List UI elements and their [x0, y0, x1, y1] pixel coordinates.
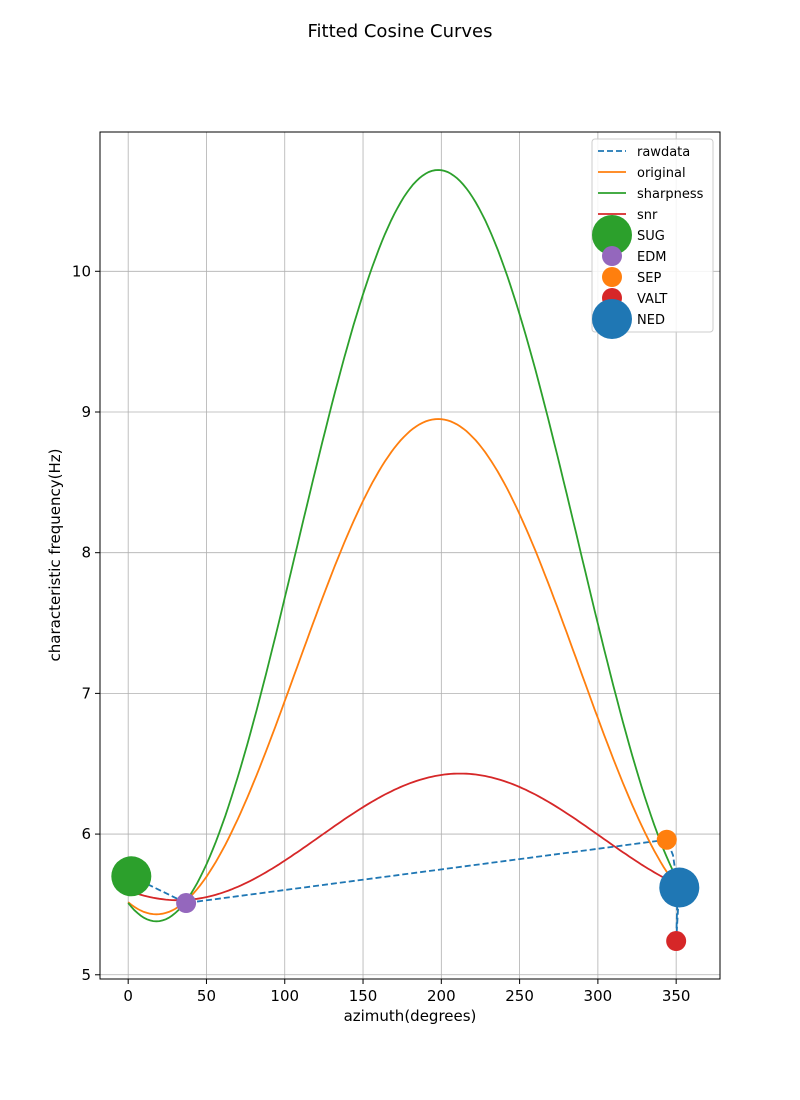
x-tick-label: 200: [427, 987, 456, 1005]
x-tick-label: 100: [270, 987, 299, 1005]
legend-label-sharpness: sharpness: [637, 187, 704, 202]
legend-swatch-SEP: [602, 267, 622, 287]
legend-label-VALT: VALT: [637, 292, 667, 307]
x-axis-label: azimuth(degrees): [344, 1007, 477, 1025]
legend-label-EDM: EDM: [637, 250, 666, 265]
station-point-EDM: [176, 893, 197, 914]
series-line-sharpness: [127, 169, 693, 923]
station-point-NED: [659, 867, 700, 908]
legend-swatch-SUG: [592, 215, 632, 255]
legend: rawdata original sharpness snr SUG EDM SEP VALT…: [591, 138, 714, 339]
x-tick-label: 0: [123, 987, 133, 1005]
series-line-original: [127, 418, 693, 916]
y-tick-label: 5: [81, 966, 91, 984]
x-tick-label: 150: [349, 987, 378, 1005]
x-axis: 0 50 100 150 200 250 300 350: [123, 979, 690, 1005]
legend-label-snr: snr: [637, 208, 658, 223]
x-tick-label: 50: [197, 987, 216, 1005]
y-tick-label: 10: [72, 262, 91, 280]
y-axis-label: characteristic frequency(Hz): [46, 449, 64, 662]
y-tick-label: 6: [81, 825, 91, 843]
legend-box: [591, 138, 714, 333]
plot-area: [111, 169, 700, 952]
legend-label-SEP: SEP: [637, 271, 661, 286]
station-point-VALT: [666, 931, 687, 952]
y-tick-label: 8: [81, 544, 91, 562]
legend-swatch-NED: [592, 299, 632, 339]
plot-frame: [99, 131, 721, 980]
series-line-rawdata: [130, 838, 681, 942]
station-point-SEP: [656, 829, 677, 850]
y-axis: 5 6 7 8 9 10: [72, 262, 100, 984]
legend-swatch-EDM: [602, 246, 622, 266]
x-tick-label: 350: [662, 987, 691, 1005]
station-point-SUG: [111, 856, 152, 897]
x-tick-label: 300: [584, 987, 613, 1005]
legend-label-NED: NED: [637, 313, 665, 328]
legend-label-original: original: [637, 166, 686, 181]
legend-label-SUG: SUG: [637, 229, 665, 244]
x-tick-label: 250: [505, 987, 534, 1005]
chart-title: Fitted Cosine Curves: [307, 21, 492, 42]
y-tick-label: 9: [81, 403, 91, 421]
legend-label-rawdata: rawdata: [637, 145, 690, 160]
series-line-snr: [127, 772, 693, 902]
y-tick-label: 7: [81, 684, 91, 702]
